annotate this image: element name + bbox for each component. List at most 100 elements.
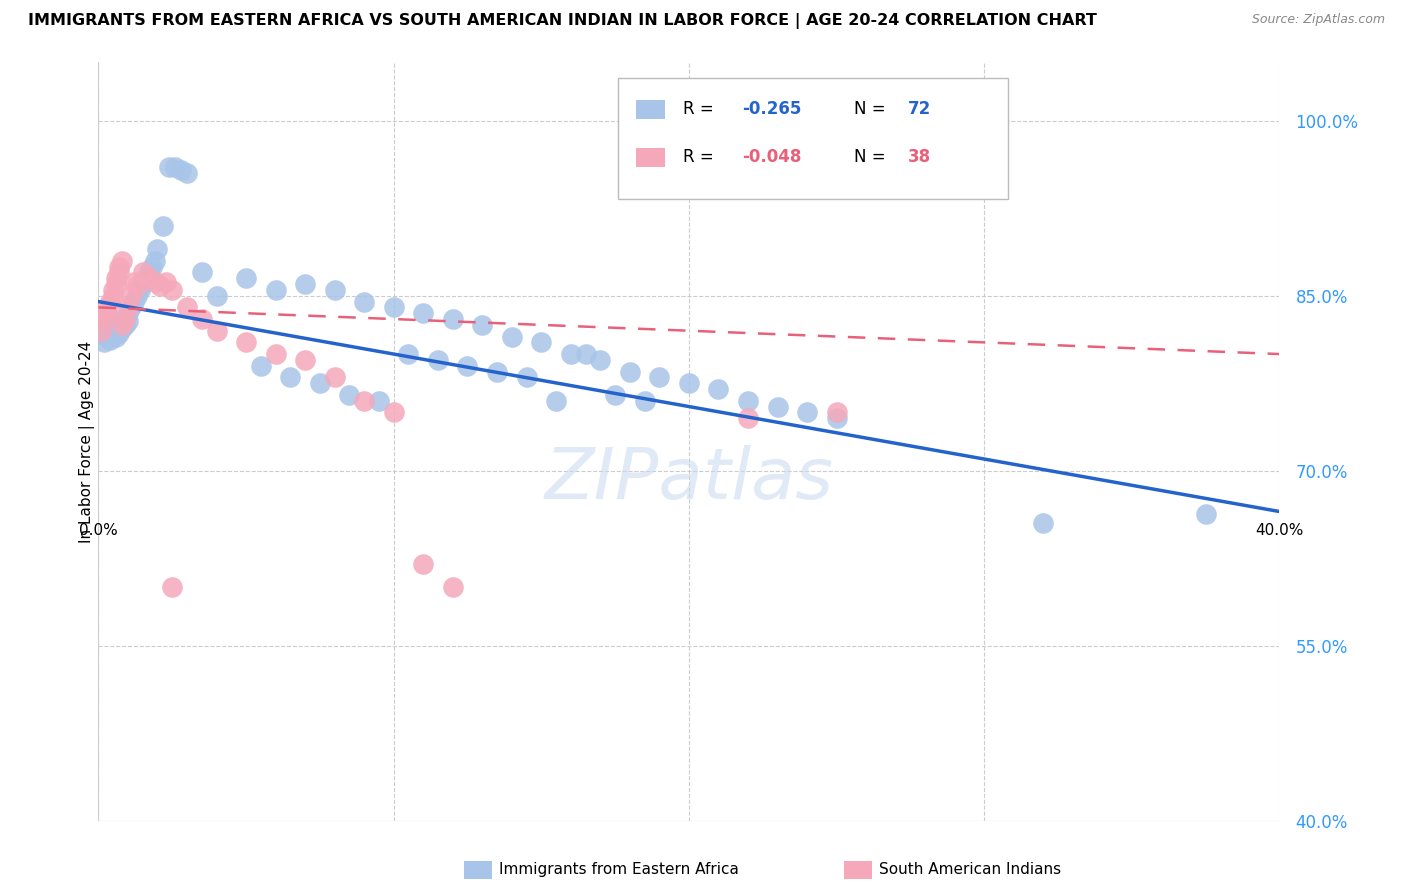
Point — [323, 283, 346, 297]
Point — [103, 289, 125, 303]
Text: R =: R = — [683, 148, 718, 166]
Point — [162, 283, 183, 297]
Point — [264, 347, 287, 361]
Point — [103, 324, 125, 338]
Point — [98, 326, 121, 340]
FancyBboxPatch shape — [619, 78, 1008, 199]
Point — [96, 324, 118, 338]
Text: Source: ZipAtlas.com: Source: ZipAtlas.com — [1251, 13, 1385, 27]
Point — [120, 301, 142, 315]
Point — [122, 294, 145, 309]
Point — [152, 219, 174, 233]
Point — [471, 318, 494, 332]
Point — [412, 557, 434, 571]
Point — [125, 279, 148, 293]
Point — [398, 347, 420, 361]
Point — [205, 324, 228, 338]
Text: South American Indians: South American Indians — [879, 863, 1062, 877]
Point — [294, 352, 316, 367]
Point — [105, 318, 128, 332]
Point — [412, 306, 434, 320]
Point — [235, 271, 257, 285]
Point — [501, 329, 523, 343]
Point — [205, 289, 228, 303]
Point — [546, 393, 568, 408]
Point — [165, 161, 187, 175]
Point — [264, 283, 287, 297]
Text: 0.0%: 0.0% — [79, 523, 118, 538]
Point — [353, 393, 375, 408]
Point — [294, 277, 316, 291]
Point — [135, 271, 157, 285]
Point — [141, 260, 163, 274]
Point — [1032, 516, 1054, 531]
Point — [368, 393, 391, 408]
Point — [117, 314, 139, 328]
Point — [105, 329, 128, 343]
Point — [93, 335, 115, 350]
Point — [707, 382, 730, 396]
Point — [111, 318, 134, 332]
Point — [589, 352, 612, 367]
Text: 72: 72 — [907, 101, 931, 119]
Point — [339, 388, 361, 402]
Point — [737, 411, 759, 425]
Point — [146, 242, 169, 256]
Point — [143, 253, 166, 268]
Point — [176, 301, 198, 315]
Point — [149, 279, 172, 293]
Point — [486, 365, 509, 379]
Point — [111, 253, 134, 268]
Point — [114, 318, 136, 332]
Point — [103, 283, 125, 297]
Text: N =: N = — [855, 148, 891, 166]
Point — [235, 335, 257, 350]
Point — [98, 333, 121, 347]
Point — [143, 275, 166, 289]
Point — [441, 580, 464, 594]
Text: Immigrants from Eastern Africa: Immigrants from Eastern Africa — [499, 863, 740, 877]
Point — [191, 312, 214, 326]
Point — [111, 321, 134, 335]
Point — [111, 312, 134, 326]
Point — [125, 289, 148, 303]
Point — [114, 312, 136, 326]
Point — [170, 162, 193, 177]
Y-axis label: In Labor Force | Age 20-24: In Labor Force | Age 20-24 — [79, 341, 96, 542]
Bar — [636, 100, 665, 119]
Point — [575, 347, 598, 361]
Text: -0.048: -0.048 — [742, 148, 801, 166]
Point — [825, 405, 848, 419]
Point — [96, 329, 118, 343]
Point — [737, 393, 759, 408]
Point — [634, 393, 657, 408]
Point — [120, 289, 142, 303]
Text: N =: N = — [855, 101, 891, 119]
Point — [108, 326, 131, 340]
Bar — [636, 148, 665, 167]
Point — [250, 359, 273, 373]
Point — [155, 275, 177, 289]
Point — [96, 301, 118, 315]
Point — [323, 370, 346, 384]
Point — [108, 265, 131, 279]
Point — [382, 405, 405, 419]
Point — [825, 411, 848, 425]
Point — [382, 301, 405, 315]
Point — [128, 283, 150, 297]
Text: IMMIGRANTS FROM EASTERN AFRICA VS SOUTH AMERICAN INDIAN IN LABOR FORCE | AGE 20-: IMMIGRANTS FROM EASTERN AFRICA VS SOUTH … — [28, 13, 1097, 29]
Point — [117, 306, 139, 320]
Point — [90, 324, 112, 338]
Text: -0.265: -0.265 — [742, 101, 801, 119]
Point — [441, 312, 464, 326]
Point — [309, 376, 332, 391]
Point — [766, 400, 789, 414]
Point — [108, 260, 131, 274]
Point — [103, 321, 125, 335]
Point — [93, 312, 115, 326]
Point — [108, 324, 131, 338]
Point — [516, 370, 538, 384]
Point — [176, 166, 198, 180]
Point — [105, 271, 128, 285]
Point — [98, 294, 121, 309]
